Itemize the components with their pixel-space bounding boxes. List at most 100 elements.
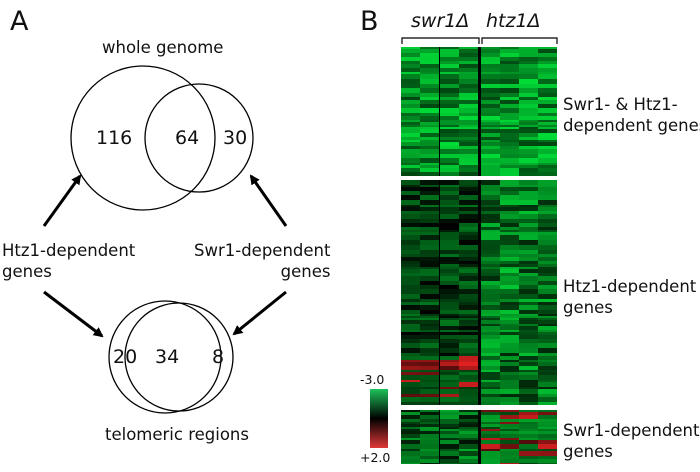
- heatmap-cell: [440, 360, 459, 362]
- heatmap-cell: [420, 294, 439, 299]
- heatmap-cell: [538, 137, 557, 140]
- heatmap-cell: [519, 172, 538, 176]
- section-swr1-htz1-label: Swr1- & Htz1- dependent genes: [563, 95, 700, 136]
- htz1-group-label: htz1Δ: [486, 10, 541, 32]
- heatmap-cell: [440, 57, 459, 61]
- heatmap-cell: [500, 410, 519, 412]
- heatmap-cell: [500, 104, 519, 108]
- heatmap-cell: [500, 113, 519, 116]
- heatmap-cell: [440, 158, 459, 163]
- heatmap-cell: [519, 129, 538, 133]
- heatmap-cell: [519, 84, 538, 88]
- heatmap-cell: [519, 316, 538, 318]
- heatmap-cell: [519, 61, 538, 64]
- heatmap-cell: [420, 444, 439, 449]
- heatmap-cell: [481, 219, 500, 223]
- heatmap-cell: [420, 97, 439, 100]
- heatmap-cell: [420, 163, 439, 165]
- arrow-swr1-to-telomeric: [232, 290, 287, 336]
- heatmap-cell: [459, 412, 478, 415]
- heatmap-cell: [500, 382, 519, 387]
- heatmap-cell: [519, 330, 538, 332]
- heatmap-cell: [420, 362, 439, 366]
- heatmap-cell: [420, 205, 439, 207]
- heatmap-cell: [459, 360, 478, 362]
- heatmap-cell: [440, 122, 459, 125]
- heatmap-cell: [538, 64, 557, 68]
- heatmap-cell: [519, 200, 538, 205]
- heatmap-cell: [538, 146, 557, 149]
- heatmap-cell: [420, 57, 439, 61]
- heatmap-cell: [500, 339, 519, 343]
- heatmap-cell: [459, 459, 478, 463]
- heatmap-cell: [481, 72, 500, 74]
- heatmap-cell: [420, 165, 439, 168]
- heatmap-cell: [519, 165, 538, 168]
- heatmap-cell: [401, 366, 420, 370]
- whole-genome-htz1-only-count: 116: [96, 127, 133, 149]
- heatmap-cell: [538, 366, 557, 370]
- whole-genome-title: whole genome: [102, 38, 224, 57]
- heatmap-cell: [500, 232, 519, 235]
- heatmap-cell: [459, 422, 478, 424]
- heatmap-cell: [440, 438, 459, 440]
- heatmap-cell: [538, 49, 557, 53]
- heatmap-cell: [459, 318, 478, 320]
- heatmap-cell: [519, 431, 538, 434]
- heatmap-cell: [401, 431, 420, 434]
- heatmap-cell: [420, 235, 439, 240]
- heatmap-cell: [500, 140, 519, 142]
- heatmap-cell: [440, 412, 459, 415]
- heatmap-cell: [420, 353, 439, 356]
- heatmap-cell: [538, 449, 557, 451]
- heatmap-cell: [519, 120, 538, 122]
- heatmap-cell: [420, 360, 439, 362]
- heatmap-cell: [401, 187, 420, 191]
- heatmap-cell: [440, 191, 459, 195]
- heatmap-cell: [420, 154, 439, 158]
- heatmap-cell: [420, 339, 439, 343]
- heatmap-cell: [420, 310, 439, 314]
- heatmap-cell: [481, 366, 500, 370]
- heatmap-cell: [401, 240, 420, 245]
- heatmap-cell: [519, 343, 538, 348]
- heatmap-cell: [459, 276, 478, 281]
- heatmap-cell: [401, 116, 420, 120]
- heatmap-cell: [500, 427, 519, 429]
- heatmap-cell: [440, 459, 459, 463]
- heatmap-cell: [481, 427, 500, 429]
- heatmap-cell: [519, 127, 538, 129]
- heatmap-cell: [519, 264, 538, 267]
- heatmap-cell: [519, 427, 538, 429]
- heatmap-cell: [481, 205, 500, 207]
- heatmap-cell: [440, 261, 459, 264]
- heatmap-cell: [481, 133, 500, 137]
- heatmap-cell: [538, 245, 557, 250]
- heatmap-cell: [500, 149, 519, 154]
- heatmap-cell: [459, 332, 478, 335]
- heatmap-cell: [500, 88, 519, 93]
- heatmap-cell: [459, 227, 478, 230]
- heatmap-cell: [500, 330, 519, 332]
- heatmap-cell: [420, 108, 439, 113]
- heatmap-cell: [500, 57, 519, 61]
- heatmap-cell: [538, 172, 557, 176]
- heatmap-cell: [440, 240, 459, 245]
- heatmap-cell: [500, 387, 519, 389]
- heatmap-cell: [481, 289, 500, 294]
- heatmap-cell: [401, 370, 420, 372]
- heatmap-cell: [420, 402, 439, 405]
- heatmap-cell: [440, 389, 459, 394]
- heatmap-cell: [401, 163, 420, 165]
- heatmap-cell: [538, 269, 557, 273]
- heatmap-cell: [500, 200, 519, 205]
- heatmap-cell: [500, 163, 519, 165]
- heatmap-cell: [459, 165, 478, 168]
- heatmap-cell: [519, 47, 538, 49]
- heatmap-cell: [459, 142, 478, 146]
- heatmap-cell: [519, 397, 538, 402]
- heatmap-cell: [401, 424, 420, 427]
- heatmap-cell: [401, 180, 420, 185]
- heatmap-cell: [481, 129, 500, 133]
